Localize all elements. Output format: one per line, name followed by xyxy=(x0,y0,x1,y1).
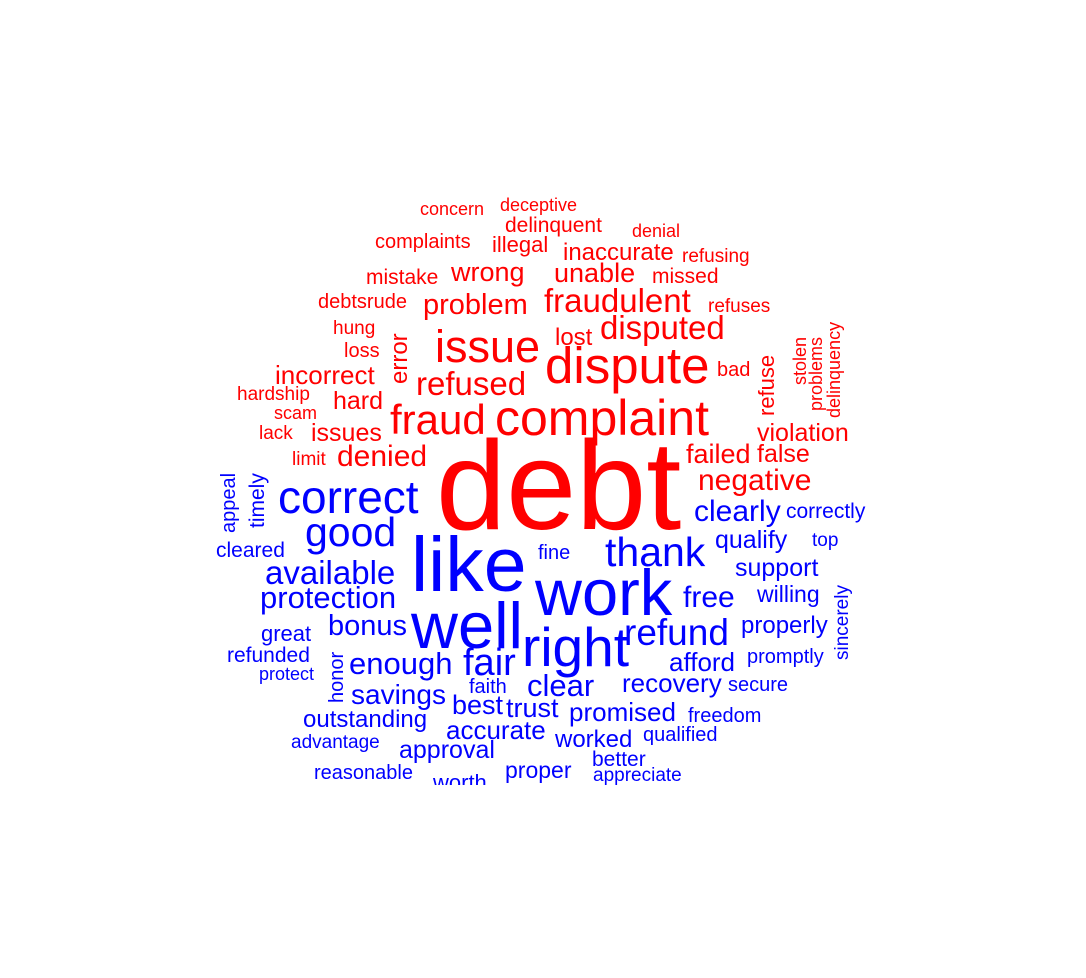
word-incorrect: incorrect xyxy=(275,360,375,390)
word-concern: concern xyxy=(420,199,485,219)
word-correctly: correctly xyxy=(786,500,866,523)
word-honor: honor xyxy=(326,651,348,703)
word-correct: correct xyxy=(278,471,419,523)
word-wrong: wrong xyxy=(451,257,525,287)
word-advantage: advantage xyxy=(291,732,380,753)
word-protect: protect xyxy=(259,664,315,684)
word-delinquency: delinquency xyxy=(824,321,844,418)
word-issue: issue xyxy=(435,321,541,372)
word-inaccurate: inaccurate xyxy=(563,239,674,266)
word-refuses: refuses xyxy=(708,296,771,317)
word-dispute: dispute xyxy=(545,337,710,394)
word-good: good xyxy=(305,509,397,555)
word-better: better xyxy=(592,748,646,771)
word-great: great xyxy=(261,621,312,646)
word-afford: afford xyxy=(669,647,736,677)
word-enough: enough xyxy=(349,646,453,681)
word-fair: fair xyxy=(463,642,516,684)
word-accurate: accurate xyxy=(446,715,546,745)
word-worth: worth xyxy=(433,770,487,786)
word-mistake: mistake xyxy=(366,266,439,289)
word-cloud-area: concern deceptive delinquent denial comp… xyxy=(216,195,866,786)
word-clearly: clearly xyxy=(694,495,781,528)
word-freedom: freedom xyxy=(688,705,762,727)
word-debt: debt xyxy=(436,415,682,556)
word-willing: willing xyxy=(757,581,820,607)
word-negative: negative xyxy=(698,464,812,497)
word-refund: refund xyxy=(624,612,729,653)
word-appreciate: appreciate xyxy=(593,765,682,785)
word-fine: fine xyxy=(538,542,571,564)
word-issues: issues xyxy=(311,419,382,447)
word-like: like xyxy=(411,522,527,608)
word-complaint: complaint xyxy=(495,390,709,446)
word-appeal: appeal xyxy=(218,472,240,533)
word-failed: failed xyxy=(686,439,751,469)
word-available: available xyxy=(265,554,396,591)
word-thank: thank xyxy=(605,529,706,575)
word-loss: loss xyxy=(344,340,380,362)
word-work: work xyxy=(535,556,673,629)
word-cleared: cleared xyxy=(216,539,285,562)
word-outstanding: outstanding xyxy=(303,706,428,733)
word-unable: unable xyxy=(554,258,636,288)
word-approval: approval xyxy=(399,736,495,764)
word-bonus: bonus xyxy=(328,610,408,642)
word-support: support xyxy=(735,554,819,582)
word-denial: denial xyxy=(632,221,681,241)
word-problem: problem xyxy=(423,289,528,321)
word-lost: lost xyxy=(555,324,593,351)
word-top: top xyxy=(812,530,839,551)
word-refuse: refuse xyxy=(754,354,779,416)
word-qualified: qualified xyxy=(643,724,718,746)
word-best: best xyxy=(452,690,504,720)
word-refunded: refunded xyxy=(227,644,310,667)
word-secure: secure xyxy=(728,674,789,696)
word-hard: hard xyxy=(333,387,384,415)
word-right: right xyxy=(522,616,629,678)
word-recovery: recovery xyxy=(622,668,722,698)
word-debtsrude: debtsrude xyxy=(318,291,407,313)
word-lack: lack xyxy=(259,423,293,444)
word-sincerely: sincerely xyxy=(832,585,853,660)
word-trust: trust xyxy=(506,693,559,723)
word-timely: timely xyxy=(246,473,269,528)
word-protection: protection xyxy=(260,580,397,615)
word-qualify: qualify xyxy=(715,526,788,554)
word-problems: problems xyxy=(806,336,826,411)
word-refusing: refusing xyxy=(682,246,750,267)
word-limit: limit xyxy=(292,449,326,470)
word-violation: violation xyxy=(757,419,849,447)
word-disputed: disputed xyxy=(600,309,725,346)
word-properly: properly xyxy=(741,612,828,639)
word-hung: hung xyxy=(333,318,376,339)
word-fraudulent: fraudulent xyxy=(544,282,691,319)
word-illegal: illegal xyxy=(492,232,549,257)
word-scam: scam xyxy=(274,403,318,423)
word-missed: missed xyxy=(652,265,719,288)
word-refused: refused xyxy=(416,365,527,402)
word-fraud: fraud xyxy=(390,396,486,443)
word-worked: worked xyxy=(555,726,633,753)
word-clear: clear xyxy=(527,668,595,703)
word-delinquent: delinquent xyxy=(505,214,602,237)
word-proper: proper xyxy=(505,757,572,783)
word-complaints: complaints xyxy=(375,231,471,253)
word-deceptive: deceptive xyxy=(500,195,578,215)
word-denied: denied xyxy=(337,440,428,473)
word-faith: faith xyxy=(469,676,507,698)
word-promised: promised xyxy=(569,697,676,727)
word-reasonable: reasonable xyxy=(314,762,413,784)
word-promptly: promptly xyxy=(747,646,824,668)
word-well: well xyxy=(411,589,523,662)
word-bad: bad xyxy=(717,359,751,381)
word-error: error xyxy=(386,333,413,384)
word-hardship: hardship xyxy=(237,384,310,405)
word-free: free xyxy=(683,581,735,614)
word-false: false xyxy=(757,440,810,468)
word-savings: savings xyxy=(351,679,446,710)
